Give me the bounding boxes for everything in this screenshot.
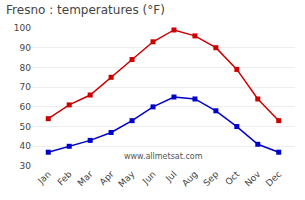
- svg-text:Aug: Aug: [180, 169, 200, 189]
- svg-text:Jan: Jan: [35, 169, 53, 187]
- svg-text:70: 70: [20, 82, 32, 92]
- svg-text:Oct: Oct: [223, 169, 241, 187]
- svg-text:60: 60: [20, 102, 32, 112]
- svg-text:www.allmetsat.com: www.allmetsat.com: [124, 152, 203, 161]
- svg-text:40: 40: [20, 141, 32, 151]
- svg-text:90: 90: [20, 43, 32, 53]
- svg-text:Sep: Sep: [201, 169, 220, 188]
- svg-text:May: May: [116, 169, 137, 190]
- svg-text:Fresno : temperatures (°F): Fresno : temperatures (°F): [6, 3, 165, 17]
- svg-text:80: 80: [20, 63, 32, 73]
- svg-text:50: 50: [20, 122, 32, 132]
- svg-text:100: 100: [14, 23, 31, 33]
- svg-text:Apr: Apr: [98, 169, 116, 187]
- svg-text:Jun: Jun: [140, 169, 158, 187]
- svg-text:Feb: Feb: [55, 169, 74, 188]
- svg-text:Nov: Nov: [243, 169, 263, 189]
- svg-text:Dec: Dec: [264, 169, 283, 188]
- svg-text:Mar: Mar: [76, 169, 95, 188]
- svg-text:Jul: Jul: [163, 169, 178, 184]
- svg-text:30: 30: [20, 161, 32, 171]
